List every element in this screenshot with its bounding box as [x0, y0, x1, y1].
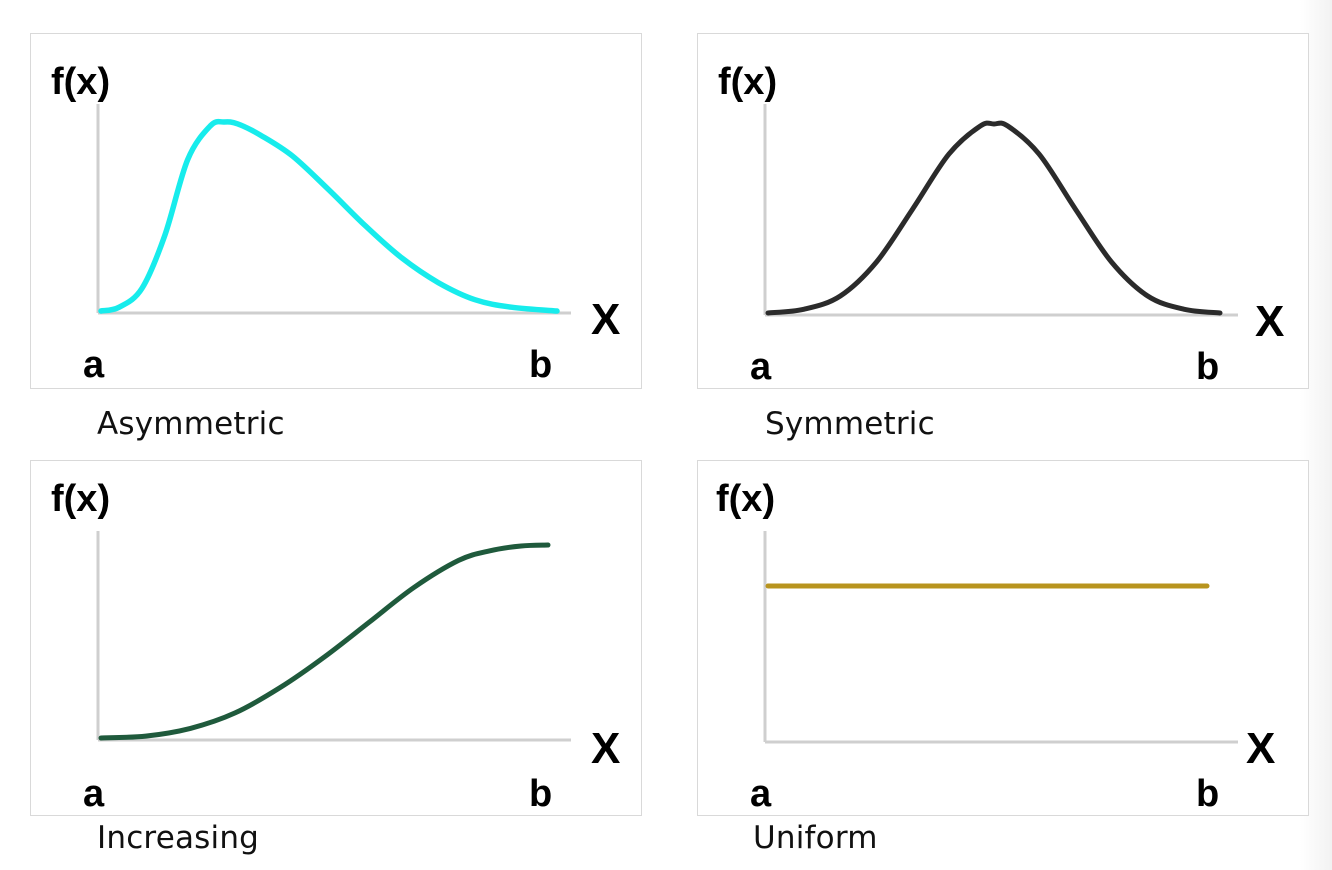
x-tick-label-a: a — [83, 344, 105, 386]
x-tick-label-b: b — [529, 344, 552, 386]
chart-panel-uniform: f(x) X a b — [697, 460, 1309, 816]
x-tick-label-a: a — [750, 346, 772, 388]
x-axis-label: X — [1255, 297, 1284, 346]
y-axis-label: f(x) — [51, 478, 110, 520]
series-line — [98, 542, 551, 741]
caption-increasing: Increasing — [97, 820, 260, 856]
x-tick-label-b: b — [1196, 773, 1219, 815]
chart-svg: f(x) X a b — [718, 61, 1284, 388]
x-tick-label-b: b — [1196, 346, 1219, 388]
x-tick-label-a: a — [83, 773, 105, 815]
chart-panel-asymmetric: f(x) X a b — [30, 33, 642, 389]
x-axis-label: X — [591, 295, 620, 344]
series-line — [765, 120, 1223, 316]
chart-svg: f(x) X a b — [51, 61, 620, 386]
chart-panel-symmetric: f(x) X a b — [697, 33, 1309, 389]
chart-svg: f(x) X a b — [51, 478, 620, 815]
x-axis-label: X — [1246, 724, 1275, 773]
x-tick-label-a: a — [750, 773, 772, 815]
x-tick-label-b: b — [529, 773, 552, 815]
caption-uniform: Uniform — [753, 820, 878, 856]
chart-panel-increasing: f(x) X a b — [30, 460, 642, 816]
y-axis-label: f(x) — [51, 61, 110, 103]
caption-asymmetric: Asymmetric — [97, 406, 285, 442]
y-axis-label: f(x) — [716, 478, 775, 520]
x-axis-label: X — [591, 724, 620, 773]
chart-svg: f(x) X a b — [716, 478, 1275, 815]
caption-symmetric: Symmetric — [765, 406, 935, 442]
y-axis-label: f(x) — [718, 61, 777, 103]
series-line — [98, 118, 560, 314]
